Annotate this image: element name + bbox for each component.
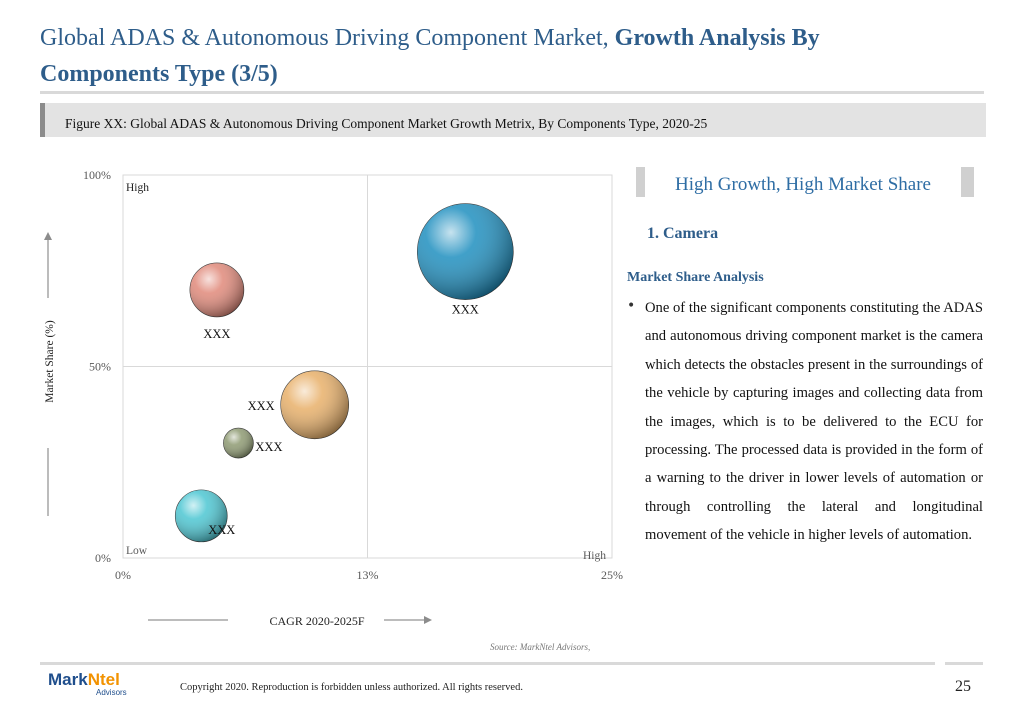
footer-divider bbox=[40, 662, 935, 665]
logo-wordmark: MarkNtel bbox=[48, 670, 138, 690]
bubble-label: XXX bbox=[203, 327, 230, 341]
x-tick-label: 13% bbox=[357, 568, 379, 582]
logo-ntel-text: Ntel bbox=[87, 670, 120, 689]
marknetl-logo: MarkNtel Advisors bbox=[48, 670, 138, 704]
footer-divider-short bbox=[945, 662, 983, 665]
bubble-shading bbox=[189, 262, 244, 317]
plot-frame bbox=[122, 174, 613, 559]
bubble-label: XXX bbox=[452, 303, 479, 317]
corner-label-low: Low bbox=[126, 545, 148, 557]
chart-source: Source: MarkNtel Advisors, bbox=[490, 642, 591, 652]
page-title-bold: Growth Analysis By Components Type (3/5) bbox=[40, 25, 820, 87]
copyright-text: Copyright 2020. Reproduction is forbidde… bbox=[180, 682, 523, 693]
page-title-regular: Global ADAS & Autonomous Driving Compone… bbox=[40, 25, 615, 51]
bubble-group: XXX bbox=[174, 489, 235, 543]
figure-caption: Figure XX: Global ADAS & Autonomous Driv… bbox=[65, 116, 708, 131]
figure-caption-bar: Figure XX: Global ADAS & Autonomous Driv… bbox=[40, 103, 986, 137]
bubble-label: XXX bbox=[248, 399, 275, 413]
y-tick-label: 100% bbox=[83, 168, 111, 182]
logo-mark-text: Mark bbox=[48, 670, 88, 689]
corner-label-high-top: High bbox=[126, 182, 149, 194]
analysis-text: One of the significant components consti… bbox=[645, 300, 983, 544]
corner-labels: High Low High bbox=[126, 182, 606, 562]
bubbles: XXX XXX XXX XXX XXX bbox=[174, 203, 514, 543]
quadrant-heading: High Growth, High Market Share bbox=[636, 167, 974, 197]
bubble-group: XXX bbox=[416, 203, 514, 317]
logo-subtitle: Advisors bbox=[96, 688, 127, 697]
page-number: 25 bbox=[955, 678, 971, 695]
y-axis-arrowhead bbox=[44, 232, 52, 240]
bubble-shading bbox=[175, 489, 228, 542]
category-title: 1. Camera bbox=[647, 225, 719, 242]
x-tick-label: 0% bbox=[115, 568, 131, 582]
bubble-shading bbox=[223, 428, 254, 459]
bubble-group: XXX bbox=[223, 427, 282, 459]
title-divider bbox=[40, 91, 984, 94]
y-axis-title: Market Share (%) bbox=[44, 320, 56, 403]
bubble-label: XXX bbox=[255, 440, 282, 454]
x-tick-label: 25% bbox=[601, 568, 623, 582]
x-axis-title: CAGR 2020-2025F bbox=[269, 614, 364, 628]
corner-label-high-right: High bbox=[583, 550, 606, 562]
bubble-group: XXX bbox=[189, 262, 245, 341]
bubble-label: XXX bbox=[208, 523, 235, 537]
page-title: Global ADAS & Autonomous Driving Compone… bbox=[40, 20, 940, 92]
bullet-marker: • bbox=[627, 298, 636, 314]
analysis-heading: Market Share Analysis bbox=[627, 270, 764, 285]
quadrant-heading-text: High Growth, High Market Share bbox=[675, 174, 931, 195]
bubble-shading bbox=[280, 370, 349, 439]
y-tick-label: 50% bbox=[89, 360, 111, 374]
x-axis-arrowhead bbox=[424, 616, 432, 624]
bubble-shading bbox=[417, 203, 514, 300]
axis-titles: Market Share (%) CAGR 2020-2025F bbox=[44, 232, 432, 628]
y-tick-label: 0% bbox=[95, 551, 111, 565]
axis-ticks: 0% 50% 100% 0% 13% 25% bbox=[83, 168, 623, 582]
bubble-group: XXX bbox=[248, 370, 349, 440]
